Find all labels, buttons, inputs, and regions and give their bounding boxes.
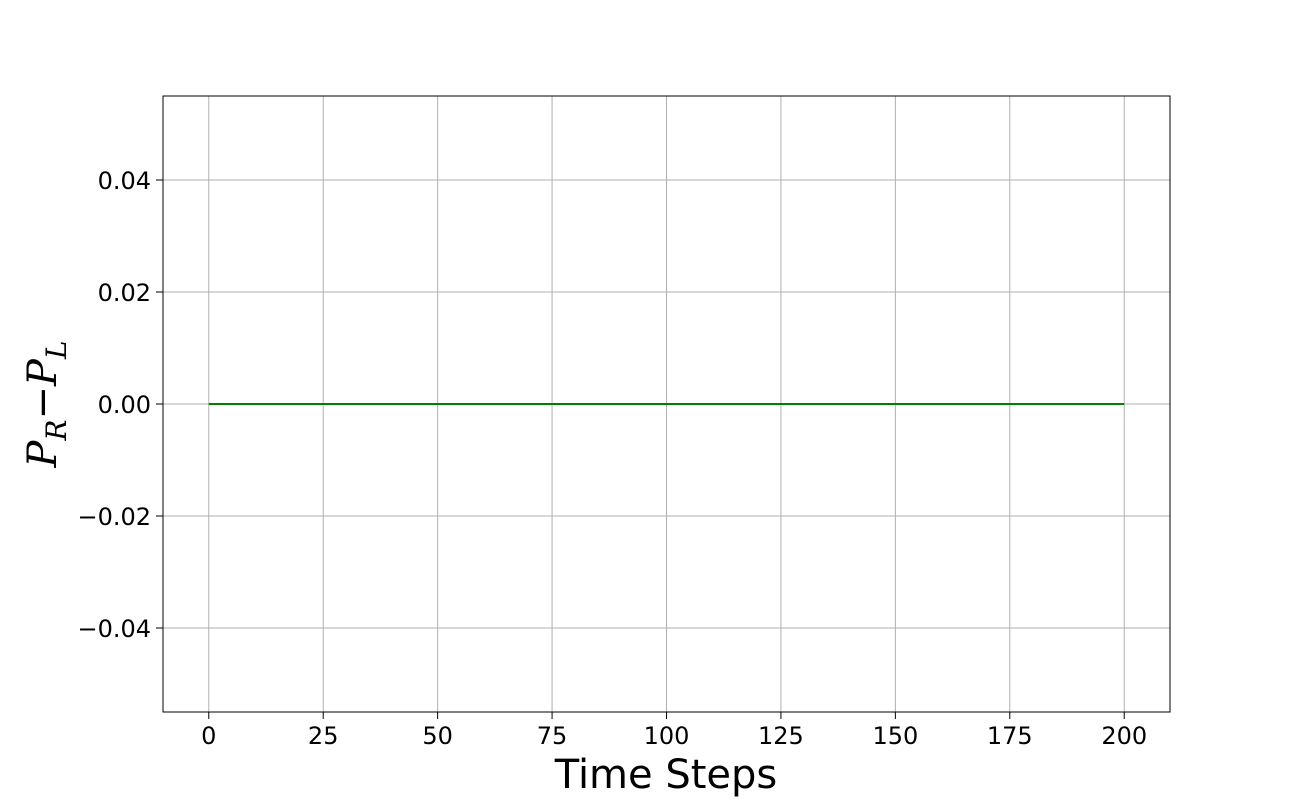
- x-axis-title: Time Steps: [554, 752, 778, 798]
- y-tick-label: −0.02: [77, 503, 151, 531]
- x-tick-label: 150: [872, 722, 918, 750]
- x-tick-label: 0: [201, 722, 216, 750]
- x-tick-label: 50: [422, 722, 453, 750]
- x-axis: 0 25 50 75 100 125 150 175 200: [201, 712, 1147, 750]
- x-tick-label: 200: [1101, 722, 1147, 750]
- y-tick-label: 0.04: [98, 167, 151, 195]
- x-tick-label: 100: [644, 722, 690, 750]
- x-tick-label: 125: [758, 722, 804, 750]
- y-axis-title-sub-left: R: [40, 420, 73, 442]
- y-tick-label: 0.02: [98, 279, 151, 307]
- y-axis-title-main-right: P: [20, 358, 66, 387]
- y-tick-label: −0.04: [77, 615, 151, 643]
- y-tick-label: 0.00: [98, 391, 151, 419]
- y-axis: 0.04 0.02 0.00 −0.02 −0.04: [77, 167, 163, 643]
- y-axis-title: PR−PL: [20, 340, 73, 468]
- x-tick-label: 175: [987, 722, 1033, 750]
- y-axis-title-sub-right: L: [40, 340, 73, 360]
- y-axis-title-operator: −: [20, 386, 66, 420]
- x-tick-label: 25: [308, 722, 339, 750]
- y-axis-title-main-left: P: [20, 440, 66, 469]
- x-tick-label: 75: [537, 722, 568, 750]
